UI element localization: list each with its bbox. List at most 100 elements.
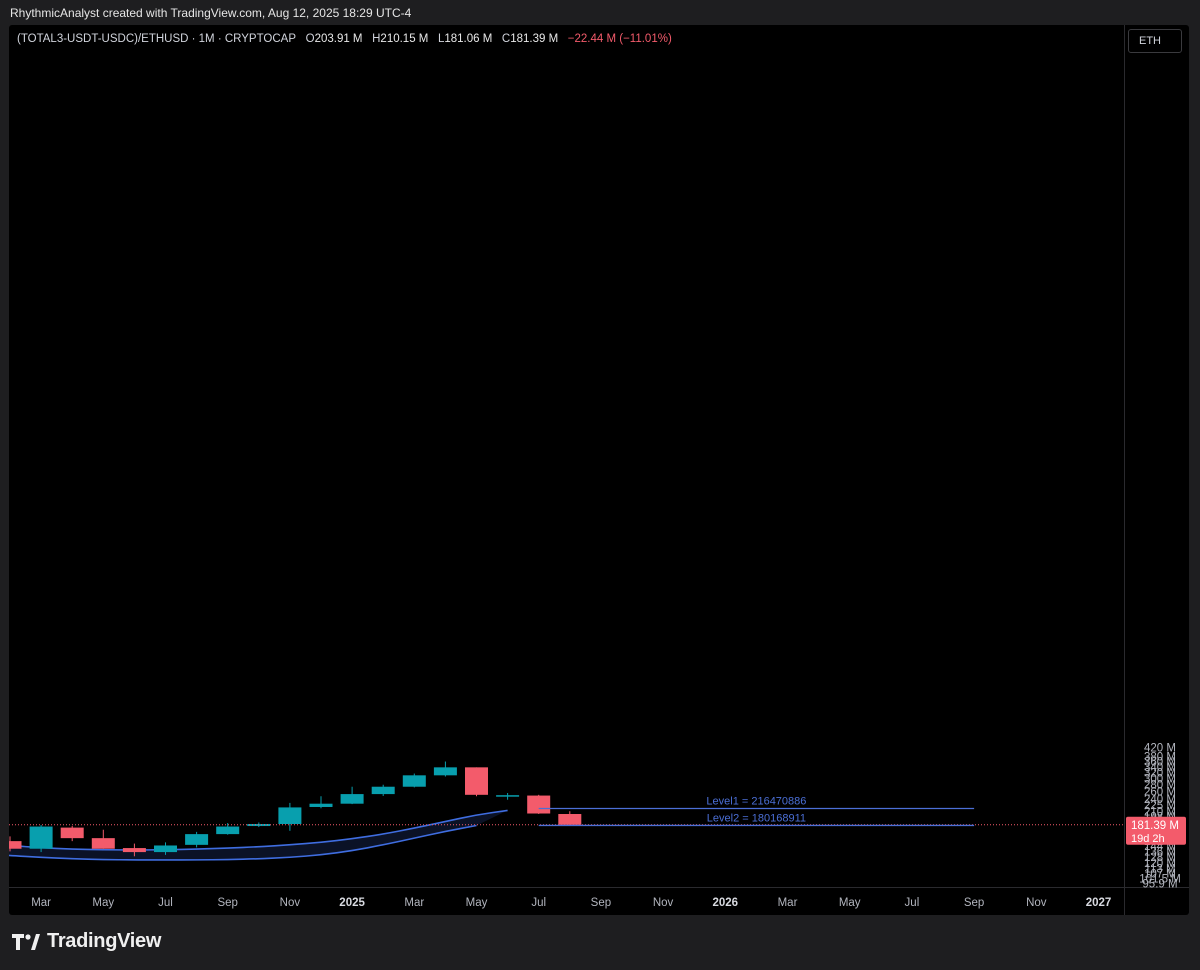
- symbol-legend: (TOTAL3-USDT-USDC)/ETHUSD · 1M · CRYPTOC…: [17, 33, 672, 45]
- tradingview-brand: TradingView: [47, 930, 162, 952]
- candle-body: [433, 767, 457, 776]
- y-tick-label: 225 M: [1144, 800, 1176, 812]
- candle-2025-07: [558, 811, 582, 825]
- candle-2025-02: [402, 773, 426, 788]
- candle-2024-12: [340, 786, 364, 805]
- candle-body: [91, 838, 115, 849]
- candle-2024-06: [154, 842, 177, 855]
- close-value: 181.39 M: [510, 33, 559, 45]
- candle-body: [340, 794, 364, 804]
- low-label: L: [437, 33, 445, 45]
- x-tick-label: Nov: [653, 897, 674, 909]
- candle-body: [496, 795, 520, 797]
- band-lower-line: [9, 824, 477, 861]
- level-label-1: Level1 = 216470886: [706, 795, 806, 807]
- y-tick-label: 136 M: [1144, 846, 1176, 858]
- candle-body: [154, 845, 177, 853]
- y-tick-label: 420 M: [1144, 742, 1176, 754]
- y-tick-label: 360 M: [1144, 757, 1176, 769]
- x-tick-label: Nov: [1026, 897, 1047, 909]
- band-fill: [9, 810, 508, 860]
- candle-2025-04: [465, 767, 488, 797]
- x-tick-label: Jul: [531, 897, 546, 909]
- y-tick-label: 113 M: [1144, 864, 1175, 876]
- y-tick-label: 380 M: [1144, 752, 1176, 764]
- candle-body: [185, 834, 209, 845]
- candle-body: [216, 826, 240, 835]
- symbol-name: (TOTAL3-USDT-USDC)/ETHUSD · 1M · CRYPTOC…: [17, 33, 297, 45]
- high-label: H: [372, 33, 381, 45]
- candle-2024-02: [29, 825, 53, 853]
- x-tick-label: May: [466, 897, 488, 909]
- candle-2024-01: [9, 836, 22, 852]
- candle-2024-05: [122, 843, 146, 857]
- y-tick-label: 260 M: [1144, 787, 1176, 799]
- last-price-countdown: 19d 2h: [1131, 833, 1165, 845]
- candle-2024-07: [185, 831, 209, 848]
- tradingview-logo-icon: [12, 933, 40, 950]
- y-tick-label: 280 M: [1144, 780, 1176, 792]
- candle-2024-08: [216, 822, 240, 835]
- y-tick-label: 340 M: [1144, 762, 1176, 774]
- x-tick-label: May: [839, 897, 861, 909]
- candle-body: [60, 827, 84, 839]
- level-label-2: Level2 = 180168911: [707, 812, 806, 824]
- candle-2024-10: [278, 802, 302, 831]
- candle-body: [9, 841, 22, 849]
- candle-2025-05: [496, 793, 520, 800]
- x-tick-label: Nov: [280, 897, 301, 909]
- candle-2024-11: [309, 796, 333, 809]
- candle-body: [558, 814, 582, 825]
- x-tick-label: May: [92, 897, 114, 909]
- x-tick-label: 2025: [339, 897, 365, 909]
- x-tick-label: Mar: [778, 897, 798, 909]
- candle-body: [29, 826, 53, 849]
- candle-2025-01: [371, 784, 395, 796]
- candle-2024-04: [91, 829, 115, 849]
- close-label: C: [501, 33, 511, 45]
- x-tick-label: Mar: [31, 897, 51, 909]
- chart-pane[interactable]: Level1 = 216470886 Level2 = 180168911 420 …: [9, 25, 1189, 915]
- x-tick-label: Sep: [591, 897, 611, 909]
- last-price-tag-bg: [1126, 816, 1186, 845]
- y-tick-label: 107 M: [1144, 869, 1176, 881]
- chart-attribution: RhythmicAnalyst created with TradingView…: [10, 6, 412, 20]
- y-tick-label: 95.9 M: [1142, 879, 1177, 891]
- y-tick-label: 240 M: [1144, 794, 1176, 806]
- candle-body: [278, 807, 302, 824]
- x-tick-label: 2026: [713, 897, 739, 909]
- currency-selector[interactable]: ETH: [1128, 29, 1182, 53]
- candle-body: [371, 786, 395, 795]
- x-tick-label: Jul: [905, 897, 920, 909]
- tradingview-logo[interactable]: TradingView: [12, 930, 161, 953]
- change-value: −22.44 M (−11.01%): [567, 33, 672, 45]
- candle-body: [309, 803, 333, 807]
- candle-body: [122, 848, 146, 853]
- y-tick-label: 128 M: [1144, 852, 1176, 864]
- open-value: 203.91 M: [314, 33, 363, 45]
- candle-2025-03: [433, 761, 457, 777]
- band-upper-line: [9, 809, 508, 851]
- x-tick-label: 2027: [1086, 897, 1112, 909]
- high-value: 210.15 M: [380, 33, 429, 45]
- x-tick-label: Jul: [158, 897, 173, 909]
- y-tick-label: 101.5 M: [1139, 873, 1181, 885]
- open-label: O: [305, 33, 315, 45]
- candle-2025-06: [527, 794, 551, 814]
- plot-area: Level1 = 216470886 Level2 = 180168911: [9, 761, 1124, 861]
- x-tick-label: Sep: [217, 897, 237, 909]
- y-tick-label: 120 M: [1144, 858, 1176, 870]
- price-chart[interactable]: Level1 = 216470886 Level2 = 180168911 420 …: [9, 25, 1189, 915]
- x-tick-label: Sep: [964, 897, 984, 909]
- candle-body: [402, 775, 426, 787]
- candle-2024-03: [60, 826, 84, 842]
- y-tick-label: 320 M: [1144, 767, 1176, 779]
- y-tick-label: 210 M: [1144, 806, 1176, 818]
- last-price-value: 181.39 M: [1131, 820, 1179, 832]
- candle-body: [527, 795, 551, 814]
- y-tick-label: 300 M: [1144, 773, 1176, 785]
- low-value: 181.06 M: [444, 33, 493, 45]
- candle-body: [465, 767, 488, 795]
- x-tick-label: Mar: [404, 897, 424, 909]
